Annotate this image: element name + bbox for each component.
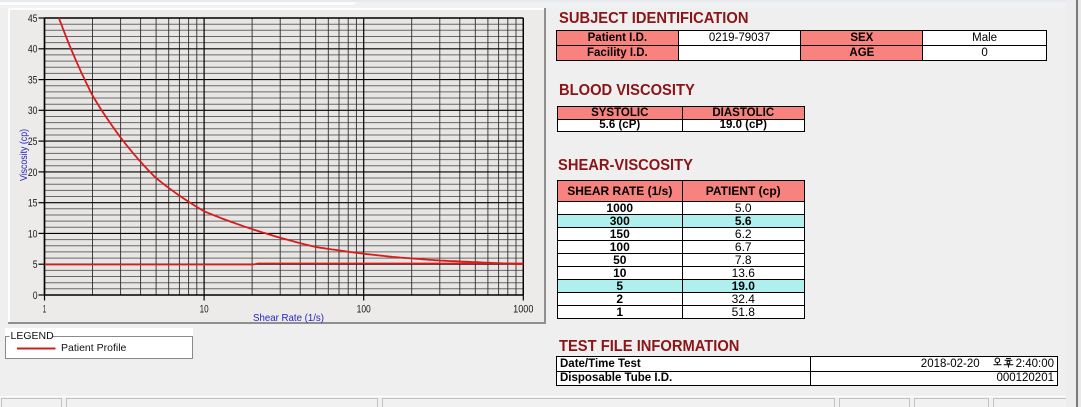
svg-text:10: 10: [28, 228, 38, 240]
svg-text:20: 20: [28, 167, 38, 179]
svg-text:40: 40: [28, 44, 38, 56]
svg-text:5: 5: [33, 259, 38, 271]
svg-text:35: 35: [28, 75, 38, 87]
svg-text:1: 1: [43, 303, 46, 315]
svg-text:Viscosity (cp): Viscosity (cp): [18, 129, 30, 181]
svg-text:15: 15: [28, 198, 38, 210]
svg-text:10: 10: [200, 303, 209, 315]
svg-text:0: 0: [33, 290, 38, 302]
svg-text:1000: 1000: [513, 303, 533, 315]
svg-text:45: 45: [28, 13, 38, 25]
svg-text:30: 30: [28, 105, 38, 117]
svg-text:Shear Rate (1/s): Shear Rate (1/s): [253, 312, 324, 324]
svg-text:100: 100: [357, 303, 371, 315]
svg-text:25: 25: [28, 136, 38, 148]
